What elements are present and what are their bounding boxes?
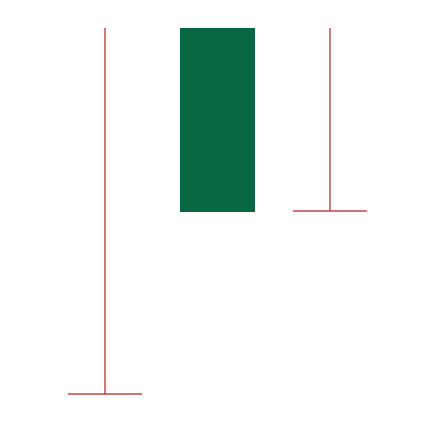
green-block	[180, 28, 255, 212]
